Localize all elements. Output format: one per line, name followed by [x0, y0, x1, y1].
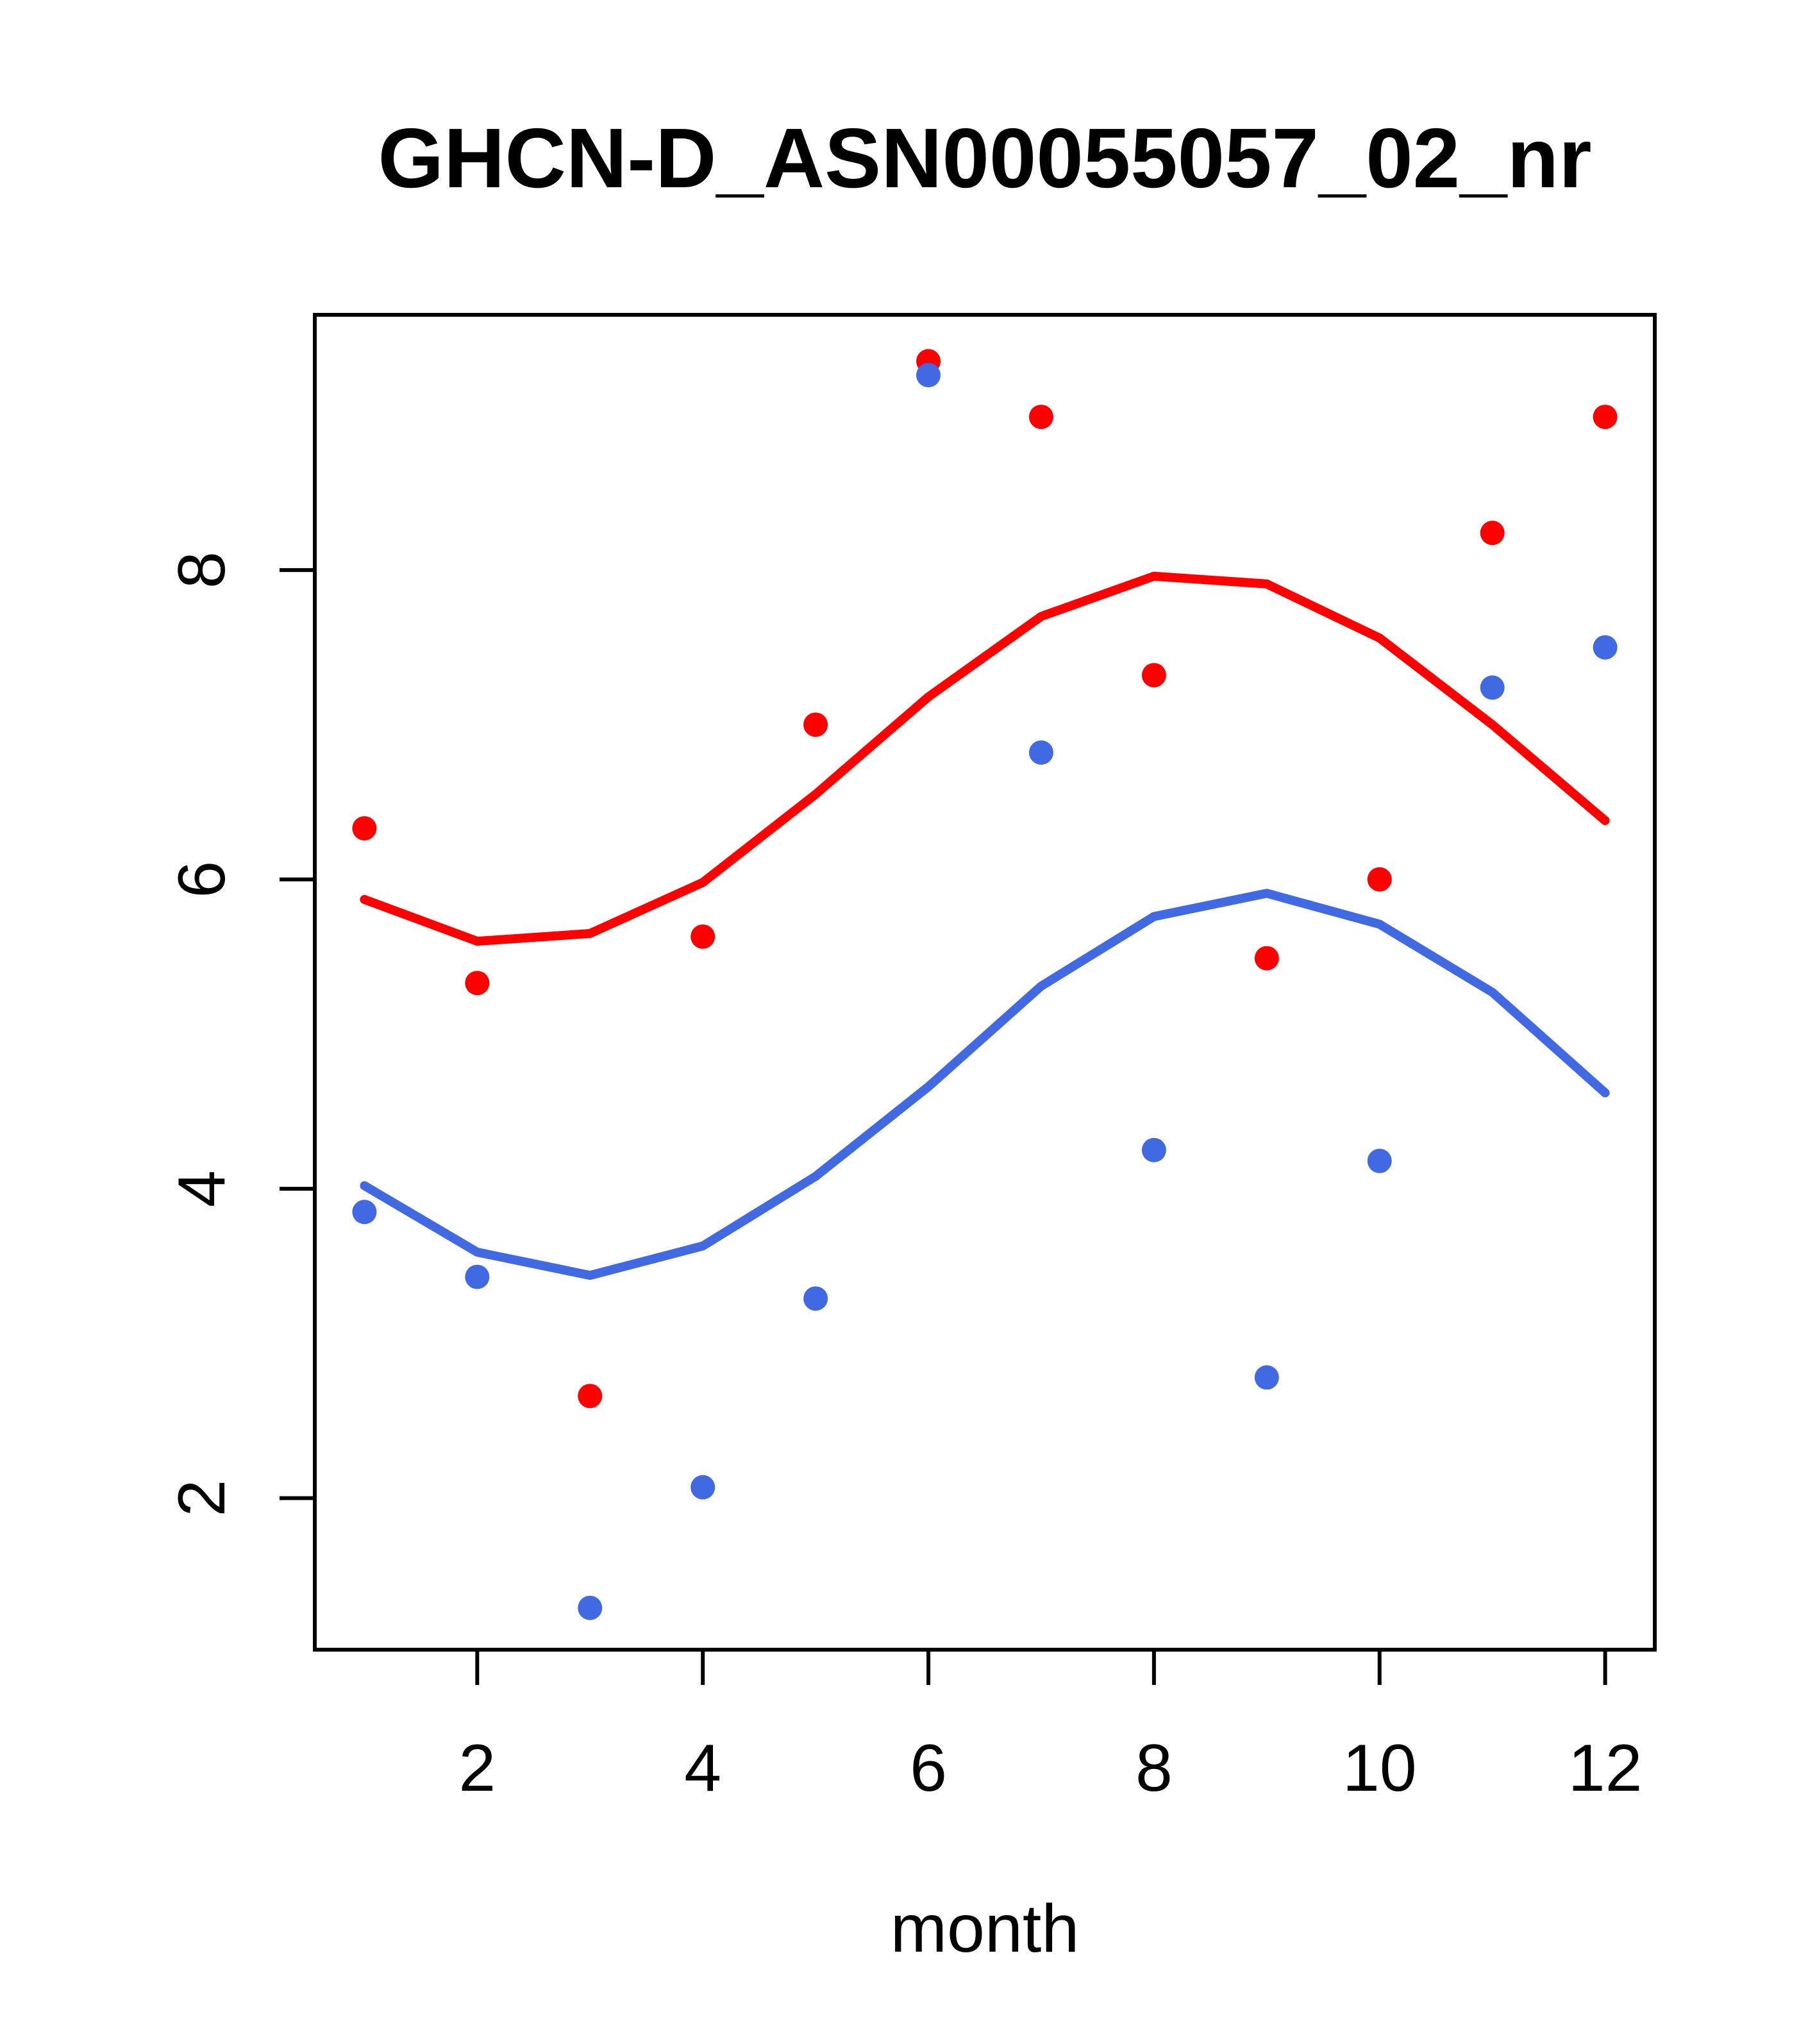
blue-point-m4 [691, 1475, 716, 1500]
x-tick-label: 8 [1135, 1731, 1173, 1805]
y-tick-label: 4 [165, 1170, 239, 1207]
blue-point-m8 [1141, 1137, 1166, 1162]
red-point-m12 [1593, 405, 1618, 430]
chart-title: GHCN-D_ASN00055057_02_nr [378, 111, 1592, 205]
blue-smooth-line [360, 889, 1610, 1280]
red-point-m2 [465, 971, 490, 996]
red-smooth-line [360, 571, 1610, 946]
blue-point-m11 [1480, 675, 1505, 700]
y-tick-label: 6 [165, 861, 239, 898]
red-point-m3 [578, 1384, 603, 1409]
y-tick-label: 8 [165, 551, 239, 589]
blue-point-m1 [352, 1200, 377, 1225]
blue-point-m12 [1593, 635, 1618, 660]
red-point-m5 [803, 712, 828, 737]
x-tick-label: 4 [684, 1731, 721, 1805]
x-tick-label: 10 [1343, 1731, 1417, 1805]
x-tick-label: 2 [458, 1731, 496, 1805]
blue-point-m9 [1254, 1365, 1279, 1390]
blue-point-m10 [1367, 1148, 1392, 1173]
blue-point-m7 [1028, 740, 1053, 765]
blue-point-m5 [803, 1286, 828, 1311]
red-point-m7 [1028, 405, 1053, 430]
plot-box [313, 313, 1657, 1652]
red-point-m1 [352, 816, 377, 841]
blue-point-m6 [916, 363, 941, 388]
red-point-m8 [1141, 663, 1166, 688]
y-tick-label: 2 [165, 1480, 239, 1517]
red-point-m10 [1367, 867, 1392, 892]
x-tick-label: 6 [910, 1731, 947, 1805]
red-point-m11 [1480, 521, 1505, 546]
x-axis-title: month [890, 1891, 1080, 1966]
blue-point-m3 [578, 1595, 603, 1620]
blue-point-m2 [465, 1264, 490, 1289]
red-point-m4 [691, 924, 716, 949]
x-tick-label: 12 [1568, 1731, 1643, 1805]
red-point-m9 [1254, 946, 1279, 971]
